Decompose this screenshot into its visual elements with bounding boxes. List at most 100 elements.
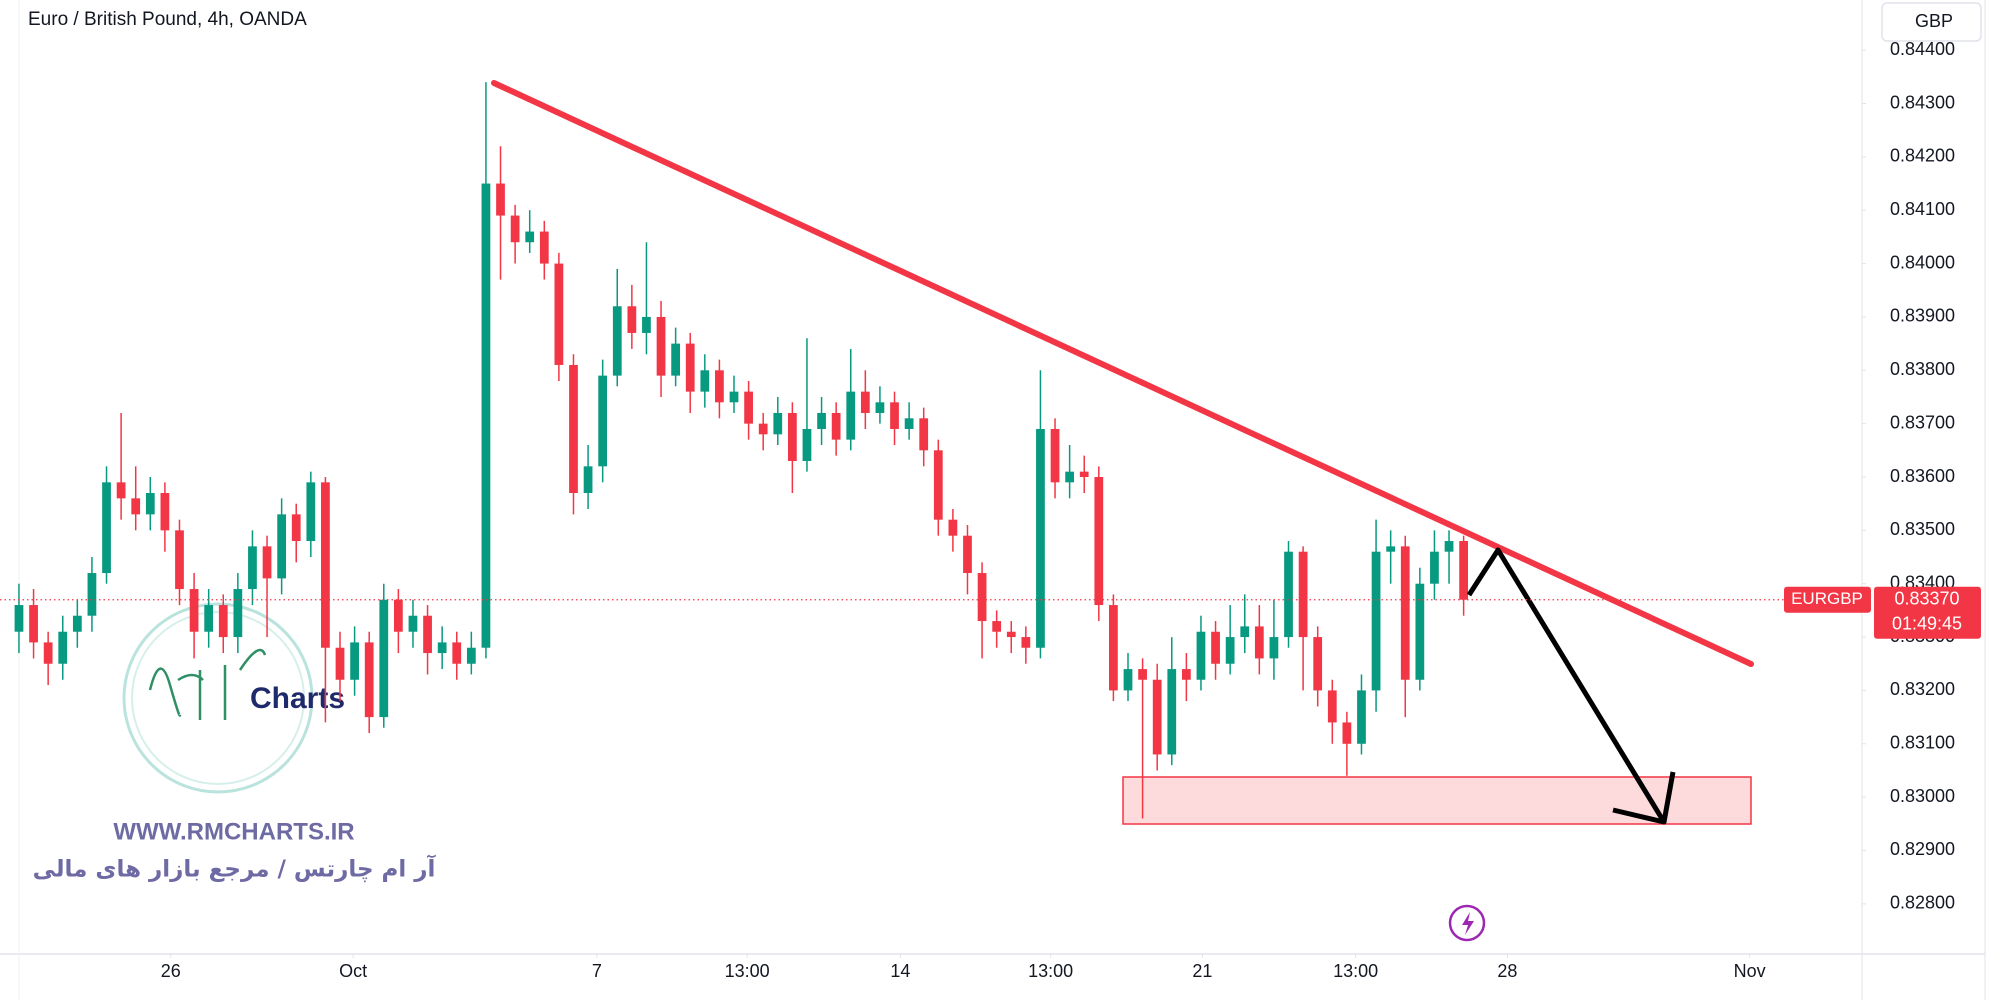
- candle-body: [963, 535, 972, 574]
- candle-body: [1225, 637, 1235, 664]
- y-tick-label: 0.84300: [1890, 92, 1955, 112]
- candle-body: [715, 370, 724, 403]
- candle-body: [948, 519, 958, 536]
- y-tick-label: 0.84200: [1890, 146, 1955, 166]
- candle-body: [642, 316, 651, 333]
- candle-body: [87, 573, 97, 616]
- candle-body: [466, 647, 476, 664]
- candle-body: [262, 546, 272, 579]
- forecast-arrow: [1466, 547, 1667, 824]
- currency-label: GBP: [1915, 11, 1953, 31]
- candle-body: [539, 231, 549, 264]
- candle-body: [321, 482, 330, 648]
- candle-body: [102, 482, 111, 574]
- candle-body: [452, 642, 462, 664]
- x-tick-label: 13:00: [725, 961, 770, 981]
- y-tick-label: 0.83600: [1890, 466, 1955, 486]
- candle-body: [204, 605, 214, 632]
- candle-body: [1123, 669, 1133, 691]
- forecast-arrow-head: [1612, 771, 1676, 825]
- x-tick-label: 26: [161, 961, 181, 981]
- candle-body: [1050, 428, 1060, 483]
- candle-body: [116, 482, 126, 499]
- price-tag-box: [1874, 586, 1981, 639]
- candle-body: [919, 418, 929, 451]
- candle-body: [510, 215, 520, 243]
- candle-body: [656, 316, 666, 376]
- x-tick-label: Oct: [339, 961, 367, 981]
- candle-body: [904, 418, 914, 429]
- symbol-tag-box: [1784, 586, 1871, 613]
- candle-body: [291, 514, 301, 542]
- candle-body: [1357, 690, 1366, 744]
- candle-body: [1400, 546, 1410, 680]
- events-icon-bolt: [1462, 912, 1474, 935]
- candle-body: [160, 493, 170, 531]
- candle-body: [1196, 631, 1206, 680]
- candle-body: [364, 642, 374, 718]
- candle-body: [248, 546, 257, 590]
- y-tick-label: 0.84400: [1890, 39, 1955, 59]
- candle-body: [627, 306, 637, 333]
- watermark-tagline: آر ام چارتس / مرجع بازار های مالی: [33, 854, 437, 883]
- x-tick-label: 7: [592, 961, 602, 981]
- candle-body: [744, 391, 753, 424]
- candle-body: [569, 364, 578, 494]
- candle-body: [860, 391, 870, 413]
- candle-body: [1298, 551, 1308, 638]
- candle-body: [554, 263, 564, 365]
- candle-body: [1094, 477, 1104, 606]
- candle-body: [1327, 690, 1337, 723]
- drawings: [491, 80, 1754, 942]
- y-tick-label: 0.84000: [1890, 252, 1955, 272]
- watermark-ring: [131, 611, 305, 785]
- candle-body: [846, 391, 856, 440]
- candle-body: [992, 621, 1002, 632]
- candle-body: [831, 412, 841, 440]
- y-tick-label: 0.82900: [1890, 839, 1955, 859]
- watermark-signature: [148, 648, 267, 720]
- candle-body: [729, 391, 739, 403]
- x-tick-label: Nov: [1734, 961, 1766, 981]
- candle-body: [787, 412, 797, 461]
- candle-body: [773, 412, 783, 435]
- candle-body: [817, 412, 826, 429]
- candle-body: [1313, 637, 1323, 691]
- support-zone: [1122, 776, 1752, 825]
- candle-body: [1109, 605, 1118, 691]
- watermark-ring: [122, 602, 314, 794]
- watermark: Charts WWW.RMCHARTS.IR آر ام چارتس / مرج…: [33, 602, 437, 883]
- y-tick-label: 0.84100: [1890, 199, 1955, 219]
- candle-body: [598, 375, 608, 467]
- y-tick-label: 0.83000: [1890, 786, 1955, 806]
- candle-body: [1065, 471, 1075, 483]
- x-tick-label: 28: [1497, 961, 1517, 981]
- x-tick-label: 21: [1192, 961, 1212, 981]
- currency-button[interactable]: [1881, 2, 1982, 42]
- candle-body: [1181, 669, 1191, 680]
- candle-body: [1415, 583, 1425, 680]
- candle-body: [685, 343, 695, 392]
- candle-body: [1211, 631, 1220, 664]
- countdown: 01:49:45: [1892, 613, 1962, 633]
- candle-body: [1342, 722, 1352, 744]
- x-tick-label: 13:00: [1333, 961, 1378, 981]
- watermark-url: WWW.RMCHARTS.IR: [113, 818, 354, 845]
- y-tick-label: 0.83100: [1890, 733, 1955, 753]
- candle-body: [1386, 546, 1396, 552]
- candle-body: [875, 402, 885, 413]
- candle-body: [612, 306, 622, 376]
- candle-body: [1371, 551, 1381, 691]
- candle-body: [671, 343, 681, 376]
- candle-body: [1444, 541, 1454, 552]
- candle-body: [1459, 541, 1469, 600]
- candle-body: [525, 231, 535, 243]
- x-tick-label: 14: [890, 961, 910, 981]
- symbol-tag: EURGBP: [1791, 589, 1863, 608]
- candle-body: [189, 589, 199, 632]
- candle-body: [933, 450, 943, 520]
- candle-body: [437, 642, 447, 654]
- price-tag: 0.83370: [1894, 588, 1959, 608]
